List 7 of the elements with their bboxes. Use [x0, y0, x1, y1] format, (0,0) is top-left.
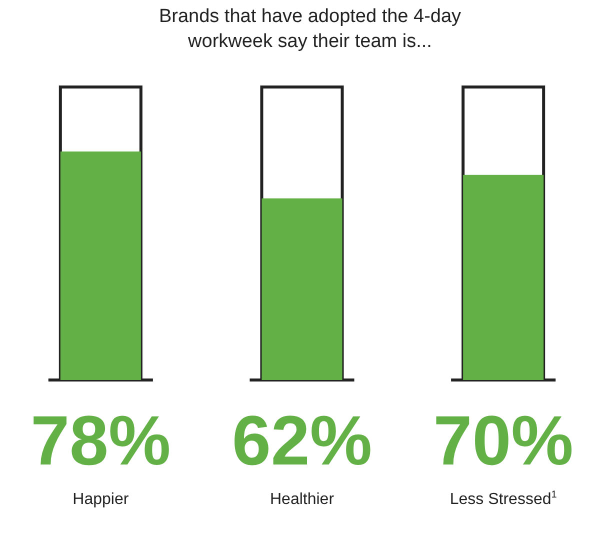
data-label: 70% [433, 401, 574, 480]
data-label: 78% [30, 401, 171, 480]
x-tick-label: Less Stressed$^{1}$ [450, 490, 557, 510]
chart-title: Brands that have adopted the 4-day workweek say their team is... [158, 5, 462, 54]
data-label: 62% [232, 401, 372, 480]
x-tick-label: Healthier [270, 490, 334, 510]
x-tick-label: Happier [72, 490, 129, 510]
